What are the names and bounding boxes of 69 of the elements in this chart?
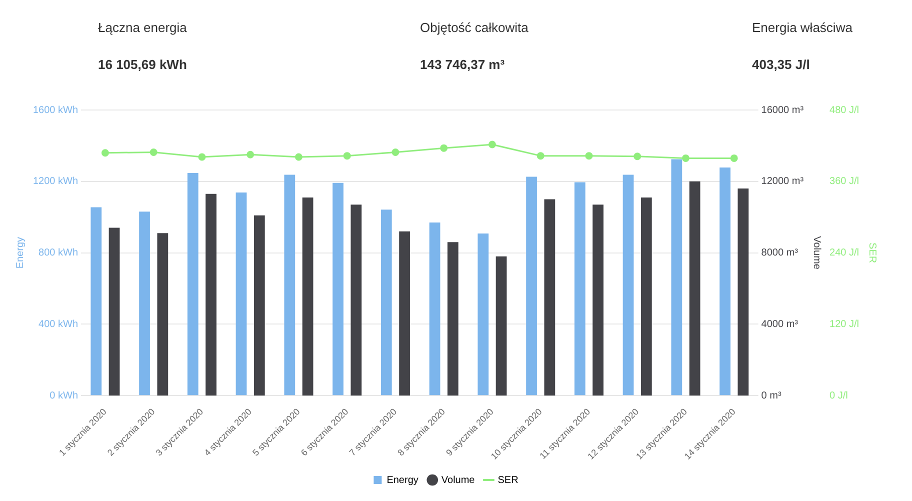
point bbox=[294, 153, 302, 161]
y-tick-label: 1600 kWh bbox=[32, 104, 78, 116]
bar bbox=[447, 242, 458, 396]
bar bbox=[139, 212, 150, 396]
y2-tick-label: 8000 m³ bbox=[761, 248, 799, 259]
text: Łączna energia bbox=[98, 20, 187, 35]
bar bbox=[544, 199, 556, 396]
bar bbox=[640, 197, 652, 396]
bar bbox=[496, 256, 507, 396]
bar bbox=[738, 188, 749, 396]
bar bbox=[206, 194, 216, 396]
y-tick-label: 800 kWh bbox=[38, 248, 78, 259]
point bbox=[634, 152, 642, 160]
text: Objętość całkowita bbox=[420, 20, 528, 35]
bar bbox=[332, 182, 344, 396]
legend-label: Volume bbox=[441, 474, 476, 486]
y2-tick-label: 4000 m³ bbox=[761, 318, 799, 330]
y2-tick-label: 12000 m³ bbox=[761, 176, 804, 188]
point bbox=[198, 153, 206, 161]
point bbox=[730, 154, 738, 162]
bar bbox=[574, 182, 586, 396]
point bbox=[682, 154, 690, 162]
y3-tick-label: 0 J/l bbox=[830, 390, 848, 402]
y-tick-label: 400 kWh bbox=[38, 318, 78, 330]
text: Energia właściwa bbox=[752, 20, 852, 35]
bar bbox=[689, 181, 700, 396]
y-tick-label: 0 kWh bbox=[50, 390, 78, 402]
point bbox=[246, 150, 254, 158]
point bbox=[585, 152, 593, 160]
bar bbox=[302, 197, 314, 396]
bar bbox=[350, 204, 362, 396]
bar bbox=[90, 207, 102, 396]
point bbox=[392, 148, 400, 156]
bar bbox=[592, 204, 604, 396]
bar bbox=[284, 174, 296, 396]
bar bbox=[254, 215, 265, 396]
point bbox=[101, 149, 109, 157]
bar bbox=[720, 167, 730, 396]
text: 16 105,69 kWh bbox=[98, 57, 187, 72]
bar bbox=[236, 192, 247, 396]
y-tick-label: 1200 kWh bbox=[32, 176, 78, 188]
y3-tick-label: 240 J/l bbox=[830, 248, 860, 259]
legend-label: SER bbox=[498, 474, 518, 486]
y3-axis-title: SER bbox=[866, 242, 878, 264]
bar bbox=[671, 159, 682, 396]
bar bbox=[622, 174, 634, 396]
bar bbox=[108, 228, 120, 396]
y-axis-title: Energy bbox=[14, 236, 26, 269]
point bbox=[440, 144, 448, 152]
y2-tick-label: 16000 m³ bbox=[761, 104, 804, 116]
point bbox=[536, 152, 544, 160]
y2-tick-label: 0 m³ bbox=[761, 390, 782, 402]
bar bbox=[187, 173, 198, 396]
text: 403,35 J/l bbox=[752, 57, 811, 72]
y3-tick-label: 360 J/l bbox=[830, 176, 860, 188]
bar bbox=[526, 176, 537, 396]
bar bbox=[399, 231, 410, 396]
y2-axis-title: Volume bbox=[810, 236, 822, 270]
bar bbox=[429, 222, 440, 396]
legend-label: Energy bbox=[386, 474, 418, 486]
bar bbox=[157, 233, 168, 396]
point bbox=[343, 152, 351, 160]
point bbox=[488, 140, 496, 148]
text: 143 746,37 m³ bbox=[420, 57, 506, 72]
bar bbox=[380, 210, 392, 396]
y3-tick-label: 120 J/l bbox=[830, 318, 860, 330]
y3-tick-label: 480 J/l bbox=[830, 104, 860, 116]
point bbox=[150, 148, 158, 156]
bar bbox=[478, 234, 489, 396]
